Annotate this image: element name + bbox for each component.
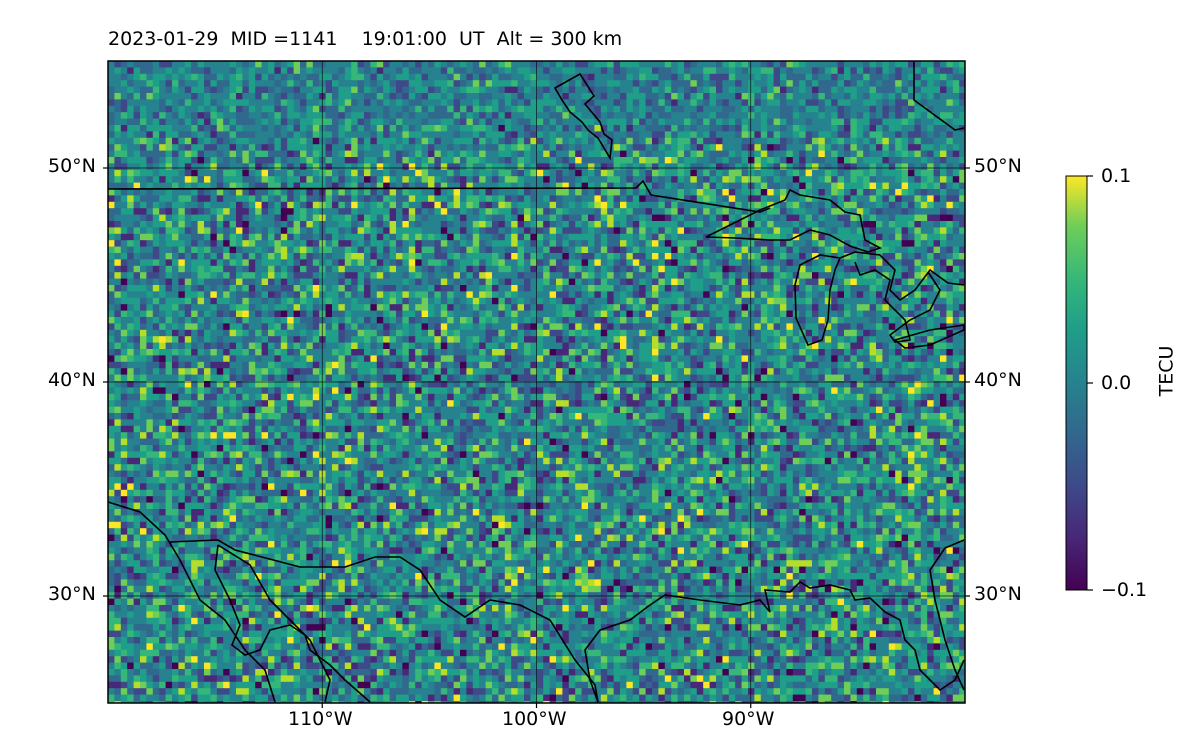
gulf-coast (584, 580, 965, 703)
lake-michigan (794, 254, 842, 347)
us-mexico-border (169, 539, 599, 703)
colorbar-tick-max: 0.1 (1101, 165, 1132, 187)
lake-huron (839, 251, 965, 302)
colorbar-tick-zero: 0.0 (1101, 372, 1132, 394)
baja-peninsula (217, 544, 331, 703)
lat-label-right-50: 50°N (974, 155, 1022, 177)
lake-erie (893, 324, 965, 349)
hudson-bay-coast (553, 72, 613, 161)
axis-ticks (103, 167, 970, 708)
us-canada-border (107, 179, 771, 213)
atlantic-coast (929, 539, 965, 691)
colorbar-label: TECU (1155, 345, 1178, 397)
lat-label-left-30: 30°N (48, 583, 96, 605)
lat-label-right-30: 30°N (974, 583, 1022, 605)
gulf-of-california (214, 544, 371, 703)
colorbar-tick-min: −0.1 (1101, 579, 1148, 601)
northeast-coast (913, 62, 965, 131)
lat-label-left-40: 40°N (48, 369, 96, 391)
lat-label-left-50: 50°N (48, 155, 96, 177)
map-title: 2023-01-29 MID =1141 19:01:00 UT Alt = 3… (108, 28, 623, 50)
lake-superior (705, 188, 883, 253)
graticule (108, 61, 965, 703)
lon-label-90w: 90°W (722, 708, 775, 730)
lon-label-100w: 100°W (502, 708, 567, 730)
lat-label-right-40: 40°N (974, 369, 1022, 391)
michigan-peninsula (854, 261, 941, 343)
tec-heatmap (108, 61, 965, 703)
lon-label-110w: 110°W (288, 708, 353, 730)
colorbar-ticks (1087, 175, 1093, 591)
pacific-coast (107, 501, 276, 703)
colorbar (1065, 175, 1088, 591)
coastlines-and-borders (107, 62, 965, 703)
